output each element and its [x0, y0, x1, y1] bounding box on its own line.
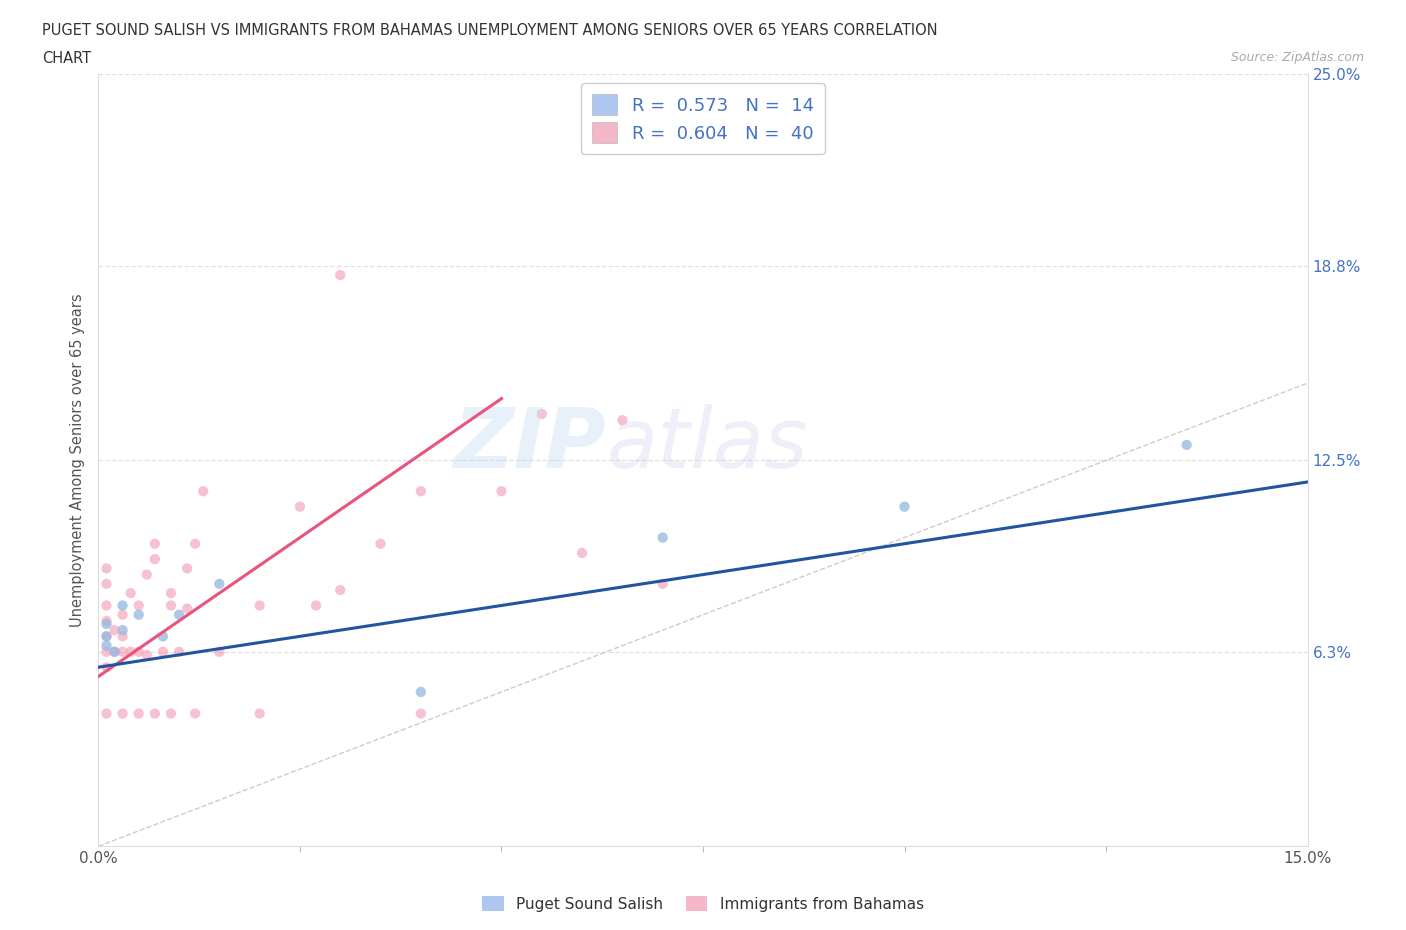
Text: Source: ZipAtlas.com: Source: ZipAtlas.com [1230, 51, 1364, 64]
Point [143, 551, 166, 566]
Point [893, 499, 915, 514]
Legend: R =  0.573   N =  14, R =  0.604   N =  40: R = 0.573 N = 14, R = 0.604 N = 40 [581, 84, 825, 154]
Point [111, 629, 134, 644]
Point [208, 577, 231, 591]
Point [184, 537, 207, 551]
Point [329, 268, 352, 283]
Point [305, 598, 328, 613]
Point [167, 607, 190, 622]
Point [651, 577, 673, 591]
Point [96, 561, 118, 576]
Point [1175, 437, 1198, 452]
Point [103, 644, 125, 659]
Point [111, 623, 134, 638]
Point [143, 706, 166, 721]
Text: atlas: atlas [606, 405, 808, 485]
Point [128, 598, 150, 613]
Point [96, 614, 118, 629]
Point [193, 484, 215, 498]
Point [111, 644, 134, 659]
Point [96, 617, 118, 631]
Point [409, 706, 432, 721]
Point [530, 406, 553, 421]
Point [152, 629, 174, 644]
Point [409, 484, 432, 498]
Point [135, 567, 157, 582]
Point [249, 598, 271, 613]
Point [135, 647, 157, 662]
Point [96, 629, 118, 644]
Point [96, 638, 118, 653]
Text: ZIP: ZIP [454, 405, 606, 485]
Point [208, 644, 231, 659]
Point [288, 499, 311, 514]
Point [128, 706, 150, 721]
Point [167, 644, 190, 659]
Point [96, 644, 118, 659]
Point [96, 659, 118, 674]
Point [249, 706, 271, 721]
Point [152, 644, 174, 659]
Point [103, 644, 125, 659]
Point [612, 413, 634, 428]
Point [120, 644, 142, 659]
Point [120, 586, 142, 601]
Text: PUGET SOUND SALISH VS IMMIGRANTS FROM BAHAMAS UNEMPLOYMENT AMONG SENIORS OVER 65: PUGET SOUND SALISH VS IMMIGRANTS FROM BA… [42, 23, 938, 38]
Text: CHART: CHART [42, 51, 91, 66]
Point [111, 598, 134, 613]
Point [491, 484, 513, 498]
Point [111, 706, 134, 721]
Point [370, 537, 392, 551]
Point [160, 706, 183, 721]
Point [111, 607, 134, 622]
Y-axis label: Unemployment Among Seniors over 65 years: Unemployment Among Seniors over 65 years [70, 294, 86, 627]
Point [96, 577, 118, 591]
Point [176, 601, 198, 616]
Point [409, 684, 432, 699]
Point [103, 623, 125, 638]
Point [329, 582, 352, 597]
Point [96, 598, 118, 613]
Point [128, 644, 150, 659]
Point [96, 629, 118, 644]
Point [184, 706, 207, 721]
Point [96, 706, 118, 721]
Point [571, 546, 593, 561]
Point [160, 586, 183, 601]
Legend: Puget Sound Salish, Immigrants from Bahamas: Puget Sound Salish, Immigrants from Baha… [477, 889, 929, 918]
Point [160, 598, 183, 613]
Point [176, 561, 198, 576]
Point [128, 607, 150, 622]
Point [651, 530, 673, 545]
Point [143, 537, 166, 551]
